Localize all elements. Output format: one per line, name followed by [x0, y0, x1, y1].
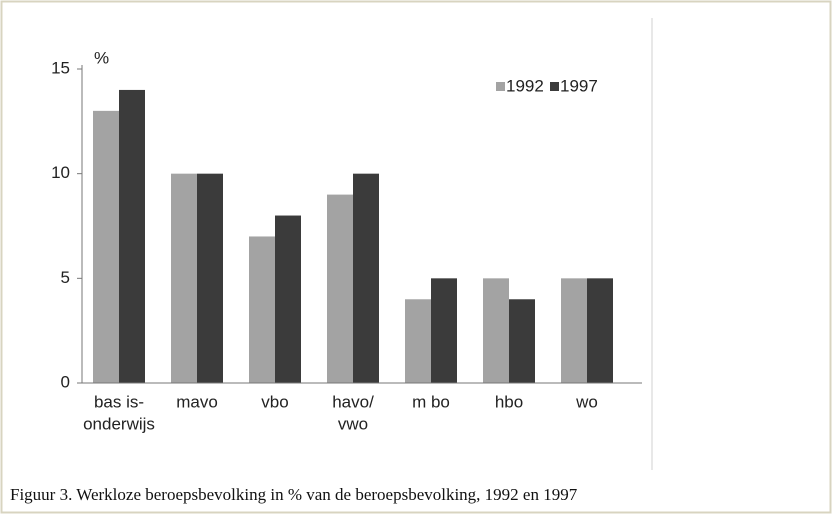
bar	[353, 173, 379, 383]
bar	[275, 215, 301, 383]
bar	[119, 89, 145, 383]
bar	[431, 278, 457, 383]
bar	[405, 299, 431, 383]
legend-swatch	[550, 82, 559, 91]
legend-swatch	[496, 82, 505, 91]
legend-label: 1997	[560, 76, 598, 95]
bar	[561, 278, 587, 383]
y-tick-label: 15	[51, 58, 70, 77]
bar	[171, 173, 197, 383]
bar	[197, 173, 223, 383]
x-tick-label: hbo	[495, 392, 523, 411]
bar	[509, 299, 535, 383]
bar	[249, 236, 275, 383]
bar	[587, 278, 613, 383]
caption: Figuur 3. Werkloze beroepsbevolking in %…	[10, 485, 578, 504]
x-tick-label: mavo	[176, 392, 218, 411]
y-axis-label: %	[94, 48, 109, 67]
x-tick-label: onderwijs	[83, 414, 155, 433]
bar	[93, 110, 119, 383]
y-tick-label: 10	[51, 163, 70, 182]
bar	[327, 194, 353, 383]
x-tick-label: vwo	[338, 414, 368, 433]
y-tick-label: 5	[61, 268, 70, 287]
x-tick-label: havo/	[332, 392, 374, 411]
y-tick-label: 0	[61, 372, 70, 391]
x-tick-label: bas is-	[94, 392, 144, 411]
legend-label: 1992	[506, 76, 544, 95]
bar	[483, 278, 509, 383]
x-tick-label: m bo	[412, 392, 450, 411]
x-tick-label: wo	[575, 392, 598, 411]
x-tick-label: vbo	[261, 392, 288, 411]
